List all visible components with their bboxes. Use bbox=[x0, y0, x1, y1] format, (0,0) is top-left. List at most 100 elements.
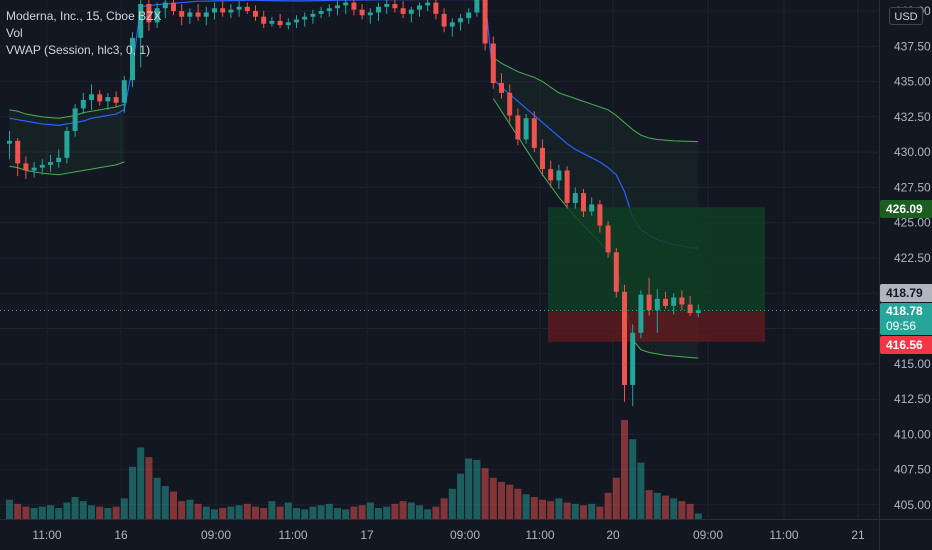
volume-bar bbox=[539, 499, 546, 519]
volume-bar bbox=[129, 466, 136, 519]
volume-bar bbox=[432, 506, 440, 519]
candle-body bbox=[556, 170, 562, 181]
candle-body bbox=[630, 332, 636, 385]
volume-bar bbox=[612, 477, 620, 519]
volume-bar bbox=[358, 505, 366, 519]
y-tick-label: 407.50 bbox=[894, 463, 931, 477]
candle-body bbox=[326, 8, 332, 12]
candle-body bbox=[7, 140, 12, 144]
candle-body bbox=[121, 80, 127, 103]
volume-bar bbox=[547, 501, 555, 519]
volume-bar bbox=[448, 488, 456, 519]
symbol-title[interactable]: Moderna, Inc., 15, Cboe BZX bbox=[6, 9, 162, 23]
volume-bar bbox=[243, 503, 251, 519]
volume-bar bbox=[120, 498, 128, 519]
volume-bar bbox=[235, 505, 243, 519]
volume-bar bbox=[375, 508, 382, 519]
current-price-tag: 418.78 09:56 bbox=[880, 303, 932, 335]
currency-button[interactable]: USD bbox=[889, 7, 923, 25]
candle-body bbox=[302, 16, 308, 20]
y-tick-label: 415.00 bbox=[894, 357, 931, 371]
candle-body bbox=[515, 115, 521, 140]
candle-body bbox=[654, 298, 660, 311]
candle-body bbox=[458, 18, 463, 23]
x-tick-label: 09:00 bbox=[450, 528, 480, 542]
candle-body bbox=[335, 5, 340, 9]
candle-body bbox=[671, 297, 677, 306]
candle-body bbox=[376, 6, 381, 13]
volume-bar bbox=[530, 497, 538, 519]
volume-bar bbox=[514, 488, 522, 519]
volume-bar bbox=[14, 503, 22, 519]
volume-bar bbox=[686, 503, 694, 519]
candle-body bbox=[474, 0, 480, 13]
candle-body bbox=[195, 12, 201, 17]
volume-bar bbox=[522, 494, 530, 519]
candle-body bbox=[269, 20, 275, 24]
candle-body bbox=[482, 0, 488, 44]
volume-bar bbox=[55, 508, 63, 519]
candle-body bbox=[154, 8, 160, 23]
candle-body bbox=[39, 164, 45, 168]
volume-bar bbox=[645, 490, 653, 519]
x-tick-label: 21 bbox=[851, 528, 865, 542]
candle-body bbox=[597, 204, 603, 226]
candle-body bbox=[253, 11, 258, 17]
volume-bar bbox=[202, 506, 210, 519]
candle-body bbox=[679, 297, 685, 305]
volume-bar bbox=[489, 477, 497, 519]
candle-body bbox=[187, 12, 193, 17]
bar-countdown: 09:56 bbox=[886, 319, 917, 333]
candle-body bbox=[228, 9, 234, 13]
candle-body bbox=[56, 157, 62, 163]
candle-body bbox=[310, 13, 316, 17]
candle-body bbox=[572, 193, 578, 203]
chart-legend: Moderna, Inc., 15, Cboe BZX Vol VWAP (Se… bbox=[6, 8, 161, 59]
volume-bar bbox=[252, 506, 259, 519]
volume-bar bbox=[47, 505, 54, 519]
y-tick-label: 432.50 bbox=[894, 110, 931, 124]
volume-bar bbox=[399, 501, 407, 519]
candle-body bbox=[89, 94, 94, 100]
candle-body bbox=[425, 2, 431, 6]
volume-bar bbox=[161, 486, 169, 519]
volume-bar bbox=[79, 501, 87, 519]
y-tick-label: 437.50 bbox=[894, 39, 931, 53]
x-tick-label: 17 bbox=[360, 528, 374, 542]
candle-body bbox=[548, 169, 554, 181]
volume-indicator-label[interactable]: Vol bbox=[6, 26, 23, 40]
candle-body bbox=[392, 4, 398, 9]
stop-price-tag: 416.56 bbox=[880, 336, 932, 354]
current-price-value: 418.78 bbox=[886, 304, 923, 318]
volume-bar bbox=[268, 501, 276, 519]
y-tick-label: 405.00 bbox=[894, 498, 931, 512]
candle-body bbox=[179, 11, 185, 17]
volume-bar bbox=[71, 497, 79, 519]
volume-bar bbox=[6, 499, 13, 519]
x-tick-label: 11:00 bbox=[32, 528, 61, 542]
volume-bar bbox=[30, 508, 38, 519]
candle-body bbox=[236, 6, 242, 10]
candle-body bbox=[687, 304, 693, 313]
candle-body bbox=[523, 118, 529, 140]
volume-bar bbox=[653, 492, 661, 519]
candle-body bbox=[261, 16, 267, 24]
x-tick-label: 16 bbox=[114, 528, 128, 542]
x-tick-label: 09:00 bbox=[693, 528, 723, 542]
volume-bar bbox=[145, 457, 153, 519]
volume-bar bbox=[383, 506, 391, 519]
candle-body bbox=[441, 13, 447, 27]
vwap-indicator-label[interactable]: VWAP (Session, hlc3, 0, 1) bbox=[6, 43, 151, 57]
candle-body bbox=[605, 225, 611, 253]
volume-bar bbox=[284, 502, 292, 519]
candle-body bbox=[31, 167, 37, 171]
candle-body bbox=[564, 170, 570, 203]
volume-bar bbox=[350, 506, 358, 519]
volume-bar bbox=[571, 503, 579, 519]
volume-bar bbox=[694, 513, 702, 519]
candle-body bbox=[531, 118, 537, 148]
volume-bar bbox=[391, 503, 399, 519]
volume-bar bbox=[580, 505, 587, 519]
y-tick-label: 412.50 bbox=[894, 392, 931, 406]
